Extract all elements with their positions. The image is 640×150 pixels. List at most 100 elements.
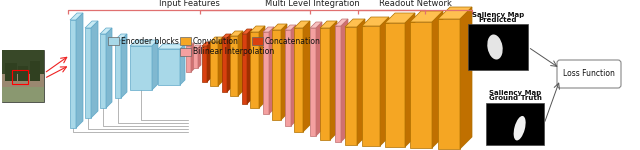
Bar (5, 63, 17, 81)
Polygon shape (227, 34, 231, 92)
Polygon shape (438, 19, 460, 149)
Polygon shape (285, 30, 291, 126)
Polygon shape (320, 28, 330, 140)
Polygon shape (202, 42, 211, 46)
Text: Saliency Map: Saliency Map (489, 90, 541, 96)
Polygon shape (432, 11, 443, 148)
Text: Encoder blocks: Encoder blocks (121, 36, 179, 45)
Polygon shape (345, 19, 365, 27)
Polygon shape (345, 27, 357, 145)
Bar (108, 37, 119, 45)
Bar (2, 50, 44, 102)
Polygon shape (335, 19, 348, 26)
Text: Bilinear Interpolation: Bilinear Interpolation (193, 48, 275, 57)
Polygon shape (357, 19, 365, 145)
Polygon shape (230, 31, 243, 36)
Polygon shape (385, 13, 415, 23)
Bar (2, 50, 44, 74)
Bar (180, 37, 191, 45)
Polygon shape (100, 34, 106, 108)
Polygon shape (362, 17, 389, 26)
Text: Ground Truth: Ground Truth (488, 96, 541, 102)
Polygon shape (438, 7, 472, 19)
Polygon shape (362, 26, 380, 146)
Bar (2, 74, 44, 87)
Polygon shape (202, 46, 207, 82)
Polygon shape (285, 25, 296, 30)
Text: Concatenation: Concatenation (265, 36, 321, 45)
Polygon shape (272, 30, 281, 120)
Polygon shape (210, 42, 218, 86)
Polygon shape (294, 28, 303, 132)
Polygon shape (247, 29, 252, 104)
Polygon shape (291, 25, 296, 126)
Polygon shape (191, 43, 194, 72)
Polygon shape (76, 13, 83, 128)
Polygon shape (100, 28, 112, 34)
Polygon shape (341, 19, 348, 142)
Text: Readout Network: Readout Network (379, 0, 451, 9)
Polygon shape (115, 34, 127, 40)
Polygon shape (250, 26, 265, 32)
Polygon shape (250, 32, 259, 108)
Polygon shape (385, 23, 405, 147)
Polygon shape (70, 13, 83, 20)
Polygon shape (263, 32, 269, 114)
Text: Saliency Map: Saliency Map (472, 12, 524, 18)
Text: Loss Function: Loss Function (563, 69, 615, 78)
Polygon shape (303, 21, 310, 132)
Polygon shape (158, 44, 185, 49)
Polygon shape (320, 21, 337, 28)
Polygon shape (330, 21, 337, 140)
Polygon shape (186, 46, 191, 72)
Bar (486, 103, 544, 145)
Polygon shape (193, 48, 198, 68)
Polygon shape (316, 22, 322, 136)
Polygon shape (460, 7, 472, 149)
Bar (18, 66, 28, 81)
Polygon shape (121, 34, 127, 98)
Text: Predicted: Predicted (479, 16, 517, 22)
Bar (180, 48, 191, 56)
Polygon shape (130, 46, 152, 90)
Polygon shape (310, 22, 322, 28)
Polygon shape (294, 21, 310, 28)
Bar (468, 24, 528, 70)
Polygon shape (115, 40, 121, 98)
Polygon shape (85, 28, 91, 118)
Polygon shape (158, 49, 180, 85)
Polygon shape (106, 28, 112, 108)
Polygon shape (198, 45, 201, 68)
FancyBboxPatch shape (557, 60, 621, 88)
Polygon shape (91, 21, 98, 118)
Polygon shape (242, 34, 247, 104)
Polygon shape (222, 34, 231, 38)
Polygon shape (242, 29, 252, 34)
Bar (252, 37, 263, 45)
Polygon shape (405, 13, 415, 147)
Polygon shape (218, 37, 223, 86)
Polygon shape (230, 36, 238, 96)
Bar (2, 87, 44, 102)
Polygon shape (410, 11, 443, 22)
Text: Input Features: Input Features (159, 0, 220, 9)
Polygon shape (70, 20, 76, 128)
Polygon shape (410, 22, 432, 148)
Polygon shape (380, 17, 389, 146)
Bar (12, 70, 28, 84)
Polygon shape (281, 24, 287, 120)
Polygon shape (180, 44, 185, 85)
Polygon shape (210, 37, 223, 42)
Polygon shape (85, 21, 98, 28)
Polygon shape (193, 45, 201, 48)
Ellipse shape (487, 34, 502, 60)
Polygon shape (259, 26, 265, 108)
Polygon shape (207, 42, 211, 82)
Polygon shape (310, 28, 316, 136)
Polygon shape (263, 27, 274, 32)
Polygon shape (335, 26, 341, 142)
Text: Multi Level Integration: Multi Level Integration (265, 0, 360, 9)
Polygon shape (269, 27, 274, 114)
Ellipse shape (514, 116, 525, 140)
Polygon shape (272, 24, 287, 30)
